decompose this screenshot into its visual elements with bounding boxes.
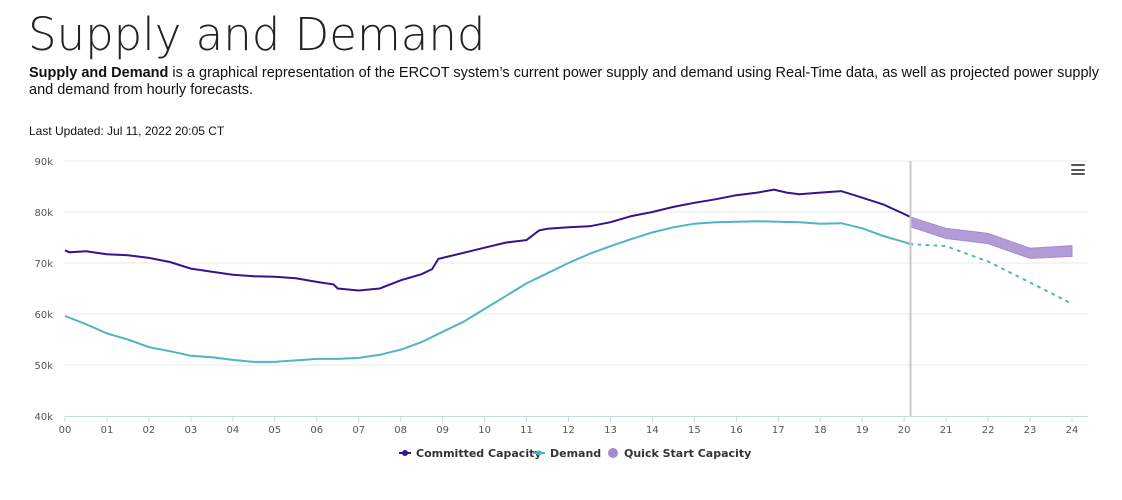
x-tick-label: 24: [1066, 425, 1079, 436]
x-tick-label: 11: [520, 425, 533, 436]
legend: Committed Capacity Demand Quick Start Capa…: [399, 447, 751, 460]
demand-forecast-line: [909, 243, 1073, 305]
x-tick-label: 13: [604, 425, 617, 436]
y-axis: 40k 50k 60k 70k 80k 90k: [34, 157, 53, 423]
x-tick-label: 23: [1024, 425, 1037, 436]
x-tick-label: 20: [898, 425, 911, 436]
page-description: Supply and Demand is a graphical represe…: [29, 65, 1099, 99]
description-text: is a graphical representation of the ERC…: [29, 65, 1100, 98]
x-tick-label: 04: [226, 425, 239, 436]
y-tick-label: 50k: [34, 361, 53, 372]
quick-start-capacity-band: [909, 216, 1073, 259]
description-bold: Supply and Demand: [29, 65, 169, 81]
x-tick-label: 15: [688, 425, 701, 436]
series-layer: [64, 161, 1073, 416]
demand-legend-marker: [536, 450, 542, 456]
x-tick-label: 22: [982, 425, 995, 436]
x-tick-label: 19: [856, 425, 869, 436]
x-tick-label: 21: [940, 425, 953, 436]
quick-start-legend-icon: [608, 448, 618, 458]
supply-demand-chart: 00 01 02 03 04 05 06 07 08 09 10 11 12 13 14 15 16 17 18 19…: [34, 157, 1088, 460]
x-tick-label: 10: [478, 425, 491, 436]
committed-capacity-line: [64, 188, 911, 292]
page-title: Supply and Demand: [28, 8, 486, 61]
x-tick-label: 14: [646, 425, 659, 436]
x-tick-label: 09: [436, 425, 449, 436]
grid: [65, 160, 1088, 366]
x-tick-label: 16: [730, 425, 743, 436]
x-tick-label: 17: [772, 425, 785, 436]
legend-committed-capacity: Committed Capacity: [416, 447, 542, 460]
x-tick-label: 00: [59, 425, 72, 436]
demand-line: [64, 220, 911, 363]
x-tick-label: 18: [814, 425, 827, 436]
last-updated: Last Updated: Jul 11, 2022 20:05 CT: [29, 124, 225, 138]
x-tick-label: 02: [143, 425, 156, 436]
y-tick-label: 60k: [34, 310, 53, 321]
hamburger-icon[interactable]: [1071, 164, 1085, 178]
y-tick-label: 70k: [34, 259, 53, 270]
x-tick-label: 07: [352, 425, 365, 436]
y-tick-label: 90k: [34, 157, 53, 168]
committed-capacity-legend-marker: [402, 450, 408, 456]
y-tick-label: 40k: [34, 412, 53, 423]
x-axis: 00 01 02 03 04 05 06 07 08 09 10 11 12 13 14 15 16 17 18 19…: [59, 416, 1088, 436]
x-tick-label: 05: [268, 425, 281, 436]
x-tick-label: 01: [101, 425, 114, 436]
legend-demand: Demand: [550, 447, 601, 460]
x-tick-label: 12: [562, 425, 575, 436]
x-tick-label: 03: [185, 425, 198, 436]
x-tick-label: 08: [394, 425, 407, 436]
y-tick-label: 80k: [34, 208, 53, 219]
x-tick-label: 06: [310, 425, 323, 436]
legend-quick-start-capacity: Quick Start Capacity: [624, 447, 751, 460]
